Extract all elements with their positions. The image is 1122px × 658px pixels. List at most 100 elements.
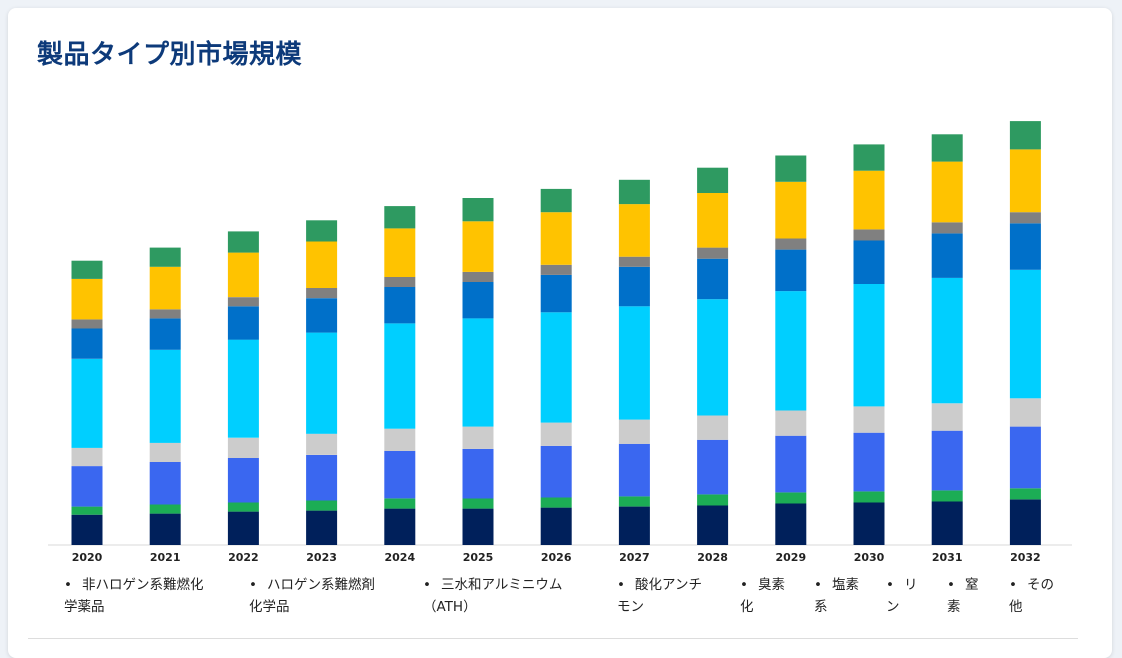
legend-label-line: 化 [740,599,754,615]
bar-segment-2032-s0 [1009,499,1041,545]
legend-label-line: 素 [947,599,961,615]
bar-segment-2030-s0 [853,502,885,545]
legend-label-line: 系 [814,599,828,615]
bar-segment-2029-s7 [775,181,807,239]
bar-segment-2020-s0 [71,514,103,545]
x-tick-label: 2027 [619,551,650,564]
bar-segment-2023-s4 [306,332,338,434]
bar-segment-2022-s7 [227,252,259,298]
bar-segment-2021-s4 [149,349,181,443]
x-tick-label: 2024 [384,551,415,564]
bar-segment-2020-s3 [71,447,103,467]
legend-bullet-icon: • [947,577,955,593]
bar-segment-2021-s2 [149,462,181,505]
x-tick-label: 2029 [775,551,806,564]
x-tick-label: 2030 [854,551,885,564]
bar-segment-2032-s4 [1009,269,1041,399]
bar-segment-2027-s3 [618,419,650,444]
bar-segment-2028-s5 [697,258,729,300]
legend-label-line: 窒 [965,577,979,593]
bar-segment-2030-s3 [853,406,885,433]
bar-segment-2032-s3 [1009,398,1041,427]
legend-label: 非ハロゲン系難燃化学薬品 [64,574,204,618]
bar-segment-2024-s2 [384,450,416,499]
bar-segment-2028-s0 [697,505,729,545]
legend-label-line: 学薬品 [64,599,105,615]
legend-item: • ハロゲン系難燃剤 化学品 [249,574,375,618]
bar-segment-2029-s4 [775,291,807,411]
bar-segment-2029-s8 [775,155,807,182]
legend-label-line: 塩素 [832,577,859,593]
bar-segment-2023-s3 [306,433,338,455]
bar-segment-2032-s6 [1009,212,1041,224]
bar-segment-2027-s7 [618,204,650,257]
bar-segment-2021-s0 [149,513,181,545]
bar-segment-2030-s8 [853,144,885,171]
legend-label: ハロゲン系難燃剤 化学品 [249,574,375,618]
bar-segment-2024-s3 [384,428,416,451]
legend-label: 酸化アンチ モン [617,574,702,618]
legend-label: 塩素系 [814,574,859,618]
x-tick-labels: 2020 2021 2022 2023 2024 2025 2026 2027 2028 2029… [72,551,1041,564]
bar-segment-2023-s0 [306,510,338,545]
bar-segment-2030-s5 [853,240,885,284]
bar-segment-2025-s5 [462,282,494,319]
legend-bullet-icon: • [617,577,625,593]
chart-legend: • 非ハロゲン系難燃化 学薬品 • ハロゲン系難燃剤 化学品 • 三水和アルミニウム （ATH）… [0,574,1104,634]
stacked-bar-chart: 2020 2021 2022 2023 2024 2025 2026 2027 2028 2029… [48,121,1072,564]
bar-segment-2032-s8 [1009,121,1041,150]
bar-segment-2024-s8 [384,206,416,229]
legend-label-line: 化学品 [249,599,290,615]
x-tick-label: 2021 [150,551,181,564]
bar-segment-2021-s5 [149,318,181,350]
bar-segment-2030-s1 [853,491,885,503]
bar-segment-2028-s3 [697,415,729,440]
bar-segment-2028-s2 [697,439,729,495]
bar-segment-2020-s2 [71,466,103,507]
bar-segment-2022-s4 [227,339,259,438]
bar-segment-2025-s6 [462,271,494,282]
bar-segment-2021-s3 [149,442,181,462]
chart-title: 製品タイプ別市場規模 [37,40,303,70]
bar-segment-2022-s0 [227,511,259,545]
bar-segment-2026-s4 [540,312,572,423]
legend-item: • 臭素化 [740,574,785,618]
legend-item: • 酸化アンチ モン [617,574,702,618]
bar-segment-2020-s7 [71,278,103,320]
legend-item: • リン [886,574,918,618]
bar-segment-2026-s1 [540,497,572,508]
bar-segment-2031-s1 [931,490,963,502]
legend-item: • 窒素 [947,574,979,618]
bar-segment-2031-s0 [931,501,963,545]
bar-segment-2025-s4 [462,318,494,427]
x-tick-label: 2022 [228,551,259,564]
bar-segment-2024-s5 [384,287,416,324]
bar-segment-2020-s4 [71,358,103,448]
bar-segment-2025-s3 [462,426,494,449]
bar-segment-2028-s8 [697,167,729,193]
bar-segment-2028-s6 [697,247,729,259]
bar-segment-2020-s8 [71,260,103,279]
legend-label-line: 非ハロゲン系難燃化 [82,577,204,593]
bar-segment-2021-s8 [149,247,181,267]
bar-segment-2025-s8 [462,198,494,222]
bottom-divider [28,638,1078,639]
bar-segment-2029-s0 [775,503,807,545]
bar-segment-2031-s7 [931,161,963,223]
legend-bullet-icon: • [1009,577,1017,593]
legend-bullet-icon: • [740,577,748,593]
bar-segment-2025-s0 [462,508,494,545]
bar-segment-2024-s7 [384,228,416,277]
bar-segment-2032-s5 [1009,223,1041,270]
legend-label-line: 三水和アルミニウム [441,577,563,593]
bar-segment-2030-s4 [853,284,885,407]
x-tick-label: 2031 [932,551,963,564]
bar-segment-2024-s6 [384,276,416,287]
bar-segment-2025-s7 [462,221,494,272]
bar-segment-2022-s5 [227,306,259,340]
bar-segment-2025-s1 [462,498,494,509]
bar-segment-2022-s2 [227,458,259,503]
legend-label-line: ン [886,599,900,615]
bar-segment-2027-s5 [618,266,650,307]
bar-segment-2021-s1 [149,504,181,514]
